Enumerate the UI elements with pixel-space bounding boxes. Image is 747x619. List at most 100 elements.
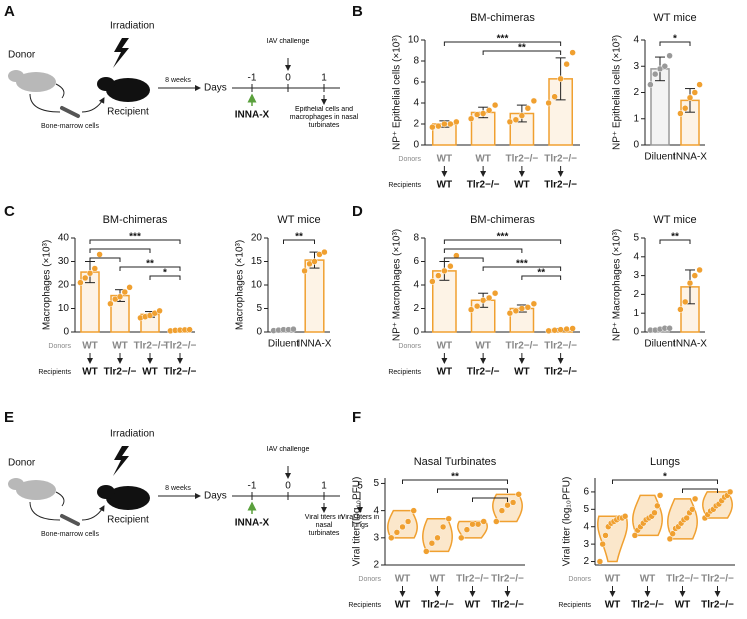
data-point [77,279,84,286]
recipient-tick-label: WT [465,600,481,611]
recipient-mouse [106,78,150,102]
y-tick-label: 8 [413,233,419,244]
recipient-tick-label: WT [437,367,453,378]
data-point [596,558,604,565]
x-tick-label: Tlr2−/− [505,154,538,165]
data-point [551,93,558,100]
challenge-label-text: IAV challenge [266,446,310,453]
challenge-label: IAV challenge [267,38,310,45]
y-tick-label: 3 [583,539,589,550]
y-tick-label: 2 [413,119,419,130]
data-point [656,492,664,499]
significance-bracket [89,248,151,253]
transfer-arrow [29,94,104,113]
x-tick-label: Tlr2−/− [666,574,699,585]
data-point [726,488,734,496]
data-point [686,94,694,101]
data-point [116,293,124,300]
data-point [290,325,297,333]
x-tick-label: WT [437,154,453,165]
chart-title: WT mice [277,214,320,226]
data-point [557,326,564,333]
data-point [301,267,308,275]
y-tick-label: 3 [373,532,379,543]
y-tick-label: 5 [633,233,639,244]
data-point [518,112,526,119]
recipient-mouse-head [97,77,115,91]
readout-label-text: Epithelial cells and macrophages in nasa… [289,106,359,130]
recipient-tick-label: Tlr2−/− [544,367,577,378]
data-point [126,284,133,291]
y-tick-label: 3 [633,270,639,281]
y-tick-label: 4 [633,251,639,262]
x-tick-label: WT [437,341,453,352]
data-point [691,495,699,503]
y-tick-label: 1 [633,113,639,124]
row-label: Recipients [558,602,591,609]
donor-mouse-head [8,478,24,490]
donor-label: Donor [8,458,36,469]
data-point [530,97,538,105]
y-axis-label: Viral titer (log₁₀PFU) [352,477,363,567]
recipient-tick-label: Tlr2−/− [467,180,500,191]
data-point [467,115,475,122]
y-tick-label: 5 [373,478,379,489]
data-point [480,518,487,525]
recipient-tick-label: WT [142,367,158,378]
x-tick-label: WT [475,154,491,165]
data-point [156,307,163,315]
y-tick-label: 4 [583,521,589,532]
recipient-tick-label: WT [395,600,411,611]
y-tick-label: 0 [256,327,262,338]
significance-bracket [482,266,562,271]
data-point [602,532,609,539]
data-point [467,306,475,313]
significance-bracket [89,239,181,244]
x-tick-label: WT [475,341,491,352]
x-tick-label: Diluent [644,152,675,163]
transfer-arrow [29,502,104,521]
data-point [429,123,436,131]
y-tick-label: 6 [413,256,419,267]
chart-title: BM-chimeras [103,214,168,226]
y-tick-label: 2 [633,87,639,98]
data-point [439,523,447,531]
x-tick-label: WT [430,574,446,585]
challenge-label: IAV challenge [266,446,310,453]
significance-label: ** [451,472,459,483]
data-point [491,289,499,297]
data-point [647,81,654,88]
violin [597,515,628,563]
panel-label: C [4,203,15,220]
significance-bracket [659,239,691,244]
data-point [677,306,684,313]
significance-bracket [682,488,718,493]
bone [60,514,80,526]
data-point [96,251,103,258]
data-point [504,501,511,509]
x-tick-label: Tlr2−/− [134,341,167,352]
chart-title: Lungs [650,456,680,468]
significance-bracket [443,248,523,253]
y-tick-label: 4 [413,280,419,291]
bar [304,259,325,333]
x-tick-label: Tlr2−/− [701,574,734,585]
data-point [434,534,441,542]
significance-bracket [612,479,718,484]
data-point [428,540,436,547]
data-point [474,520,482,528]
row-label: Donors [398,156,421,163]
significance-bracket [283,239,315,244]
data-point [518,305,526,312]
donor-mouse-head [8,70,24,82]
y-tick-label: 6 [413,77,419,88]
y-axis-label: Viral titer (log₁₀PFU) [562,477,573,567]
readout-label: Viral titers in nasal turbinates [305,514,343,537]
y-tick-label: 4 [413,98,419,109]
significance-bracket [149,275,181,280]
significance-bracket [472,497,508,502]
x-tick-label: WT [640,574,656,585]
data-point [473,111,481,118]
data-point [545,327,552,335]
